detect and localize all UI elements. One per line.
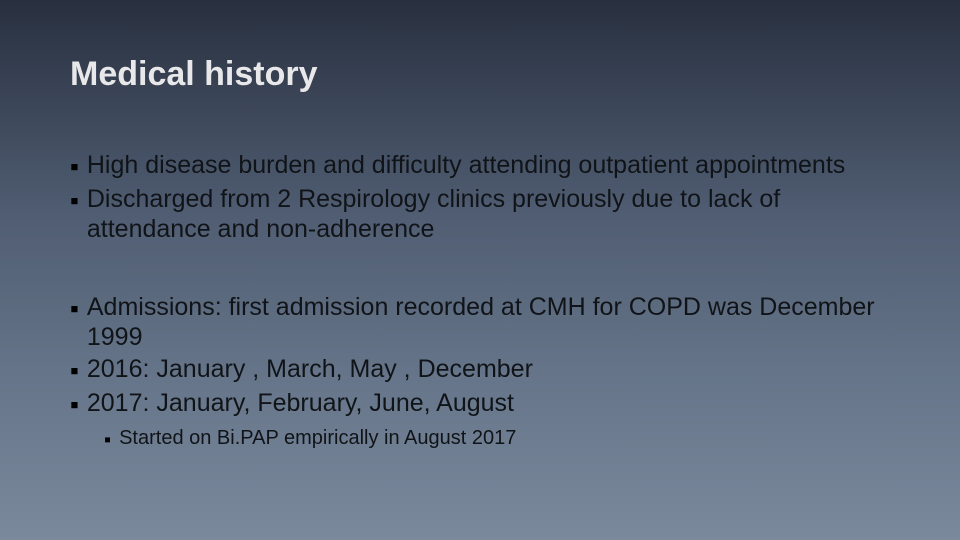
slide-content: ▪ High disease burden and difficulty att… xyxy=(70,150,890,452)
bullet-text: 2017: January, February, June, August xyxy=(87,388,890,418)
bullet-text: High disease burden and difficulty atten… xyxy=(87,150,890,180)
slide: Medical history ▪ High disease burden an… xyxy=(0,0,960,540)
bullet-icon: ▪ xyxy=(104,428,111,452)
bullet-text: Admissions: first admission recorded at … xyxy=(87,292,890,352)
bullet-text: 2016: January , March, May , December xyxy=(87,354,890,384)
bullet-sub-item: ▪ Started on Bi.PAP empirically in Augus… xyxy=(104,426,890,452)
bullet-icon: ▪ xyxy=(70,356,79,386)
bullet-icon: ▪ xyxy=(70,294,79,324)
slide-title: Medical history xyxy=(70,55,318,94)
spacer xyxy=(70,244,890,292)
bullet-icon: ▪ xyxy=(70,186,79,216)
bullet-item: ▪ High disease burden and difficulty att… xyxy=(70,150,890,182)
bullet-item: ▪ 2017: January, February, June, August xyxy=(70,388,890,420)
bullet-text: Started on Bi.PAP empirically in August … xyxy=(119,426,890,450)
bullet-icon: ▪ xyxy=(70,390,79,420)
bullet-item: ▪ 2016: January , March, May , December xyxy=(70,354,890,386)
bullet-item: ▪ Discharged from 2 Respirology clinics … xyxy=(70,184,890,244)
bullet-icon: ▪ xyxy=(70,152,79,182)
bullet-text: Discharged from 2 Respirology clinics pr… xyxy=(87,184,890,244)
bullet-item: ▪ Admissions: first admission recorded a… xyxy=(70,292,890,352)
